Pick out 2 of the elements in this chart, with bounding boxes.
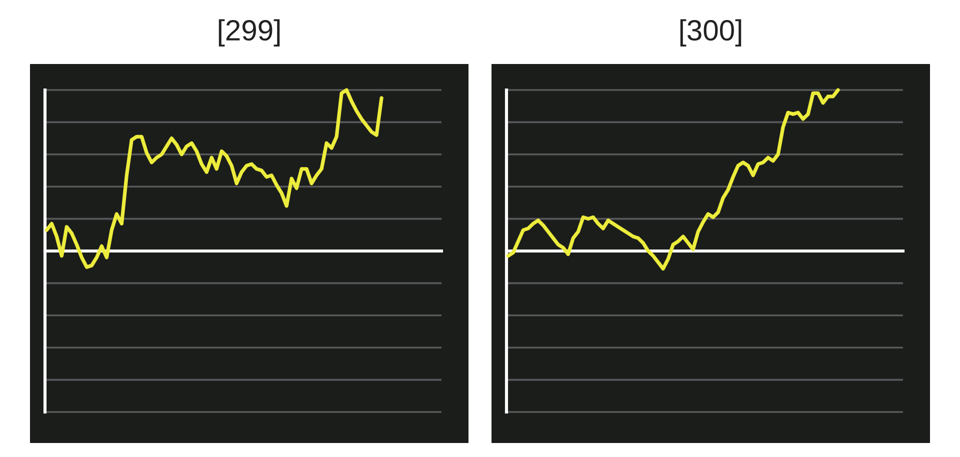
chart-title: [299] <box>218 19 280 46</box>
chart-title: [300] <box>680 19 742 46</box>
